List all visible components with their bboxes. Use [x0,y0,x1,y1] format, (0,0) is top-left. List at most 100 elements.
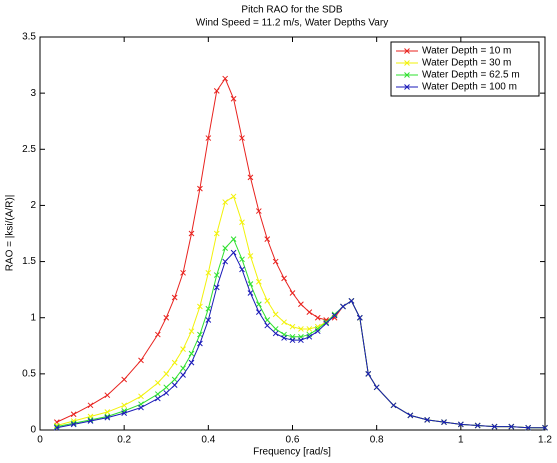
data-point [188,359,195,366]
y-tick-label: 2 [30,200,36,211]
x-axis-label: Frequency [rad/s] [253,447,331,458]
data-point [289,290,296,296]
data-point [272,330,279,337]
data-point [205,317,212,323]
y-tick-label: 3 [30,88,36,99]
data-point [197,185,203,192]
data-point [314,326,321,332]
data-point [323,319,330,326]
legend-label: Water Depth = 62.5 m [422,70,520,81]
data-point [163,384,170,391]
data-point [314,314,321,321]
data-point [331,311,338,318]
data-point [457,421,464,428]
data-point [205,135,212,141]
chart-subtitle: Wind Speed = 11.2 m/s, Water Depths Vary [196,18,388,29]
data-point [281,335,287,341]
data-point [213,230,220,237]
series-line [56,77,545,429]
data-point [272,258,279,265]
data-point [154,395,161,402]
y-tick-label: 3.5 [22,32,36,43]
data-point [138,357,144,364]
data-point [247,253,254,259]
data-point [154,391,161,397]
data-point [247,174,254,181]
legend-label: Water Depth = 10 m [422,46,511,57]
data-point [188,350,195,357]
data-point [163,390,170,396]
data-point [441,419,447,425]
data-point [230,236,237,242]
data-point [272,326,279,332]
data-point [154,331,161,338]
data-point [121,376,128,383]
data-point [230,193,237,200]
data-point [247,290,254,296]
data-point [205,305,212,312]
x-tick-label: 0 [37,435,43,446]
x-tick-label: 0.4 [201,435,215,446]
data-point [213,284,220,291]
data-point [222,258,229,265]
data-point [138,404,144,411]
x-tick-label: 1 [458,435,464,446]
data-point [180,365,186,372]
data-point [264,317,271,323]
data-point [222,245,229,251]
x-tick-label: 0.2 [117,435,131,446]
y-axis-label: RAO = |ksi/(A/R)| [5,195,16,272]
data-point [87,418,94,424]
data-point [264,322,271,329]
data-point [180,346,186,353]
data-point [306,333,313,340]
data-point [542,424,548,431]
data-point [525,424,532,431]
data-point [180,372,186,378]
data-point [508,423,515,430]
data-point [197,331,203,338]
x-tick-label: 0.8 [370,435,384,446]
series-line [56,195,545,429]
data-point [407,412,414,419]
y-tick-label: 0.5 [22,368,36,379]
data-point [255,278,262,285]
data-point [197,303,203,310]
data-point [272,311,279,318]
legend-label: Water Depth = 30 m [422,58,511,69]
data-point [247,281,254,287]
data-point [306,326,313,332]
legend-label: Water Depth = 100 m [422,82,517,93]
legend-marker [404,48,410,54]
data-point [171,359,178,366]
data-point [239,266,245,273]
legend-marker [404,84,410,90]
series-line [56,238,545,429]
data-point [340,303,346,310]
data-point [188,328,195,335]
legend-marker [404,60,410,66]
y-tick-label: 1.5 [22,256,36,267]
data-point [298,301,304,308]
data-point [222,199,229,205]
data-point [188,230,195,237]
data-point [53,424,60,431]
data-point [306,309,313,315]
y-tick-label: 2.5 [22,144,36,155]
data-point [239,256,245,263]
data-point [154,379,161,386]
data-point [121,410,128,417]
data-point [255,208,262,214]
data-point [281,319,287,326]
data-point [104,414,111,421]
data-point [365,371,372,377]
x-tick-label: 1.2 [538,435,552,446]
y-tick-label: 1 [30,312,36,323]
data-point [70,411,77,418]
data-point [331,312,338,319]
data-point [289,323,296,330]
data-point [213,272,220,278]
data-point [314,328,321,335]
data-point [87,402,94,409]
